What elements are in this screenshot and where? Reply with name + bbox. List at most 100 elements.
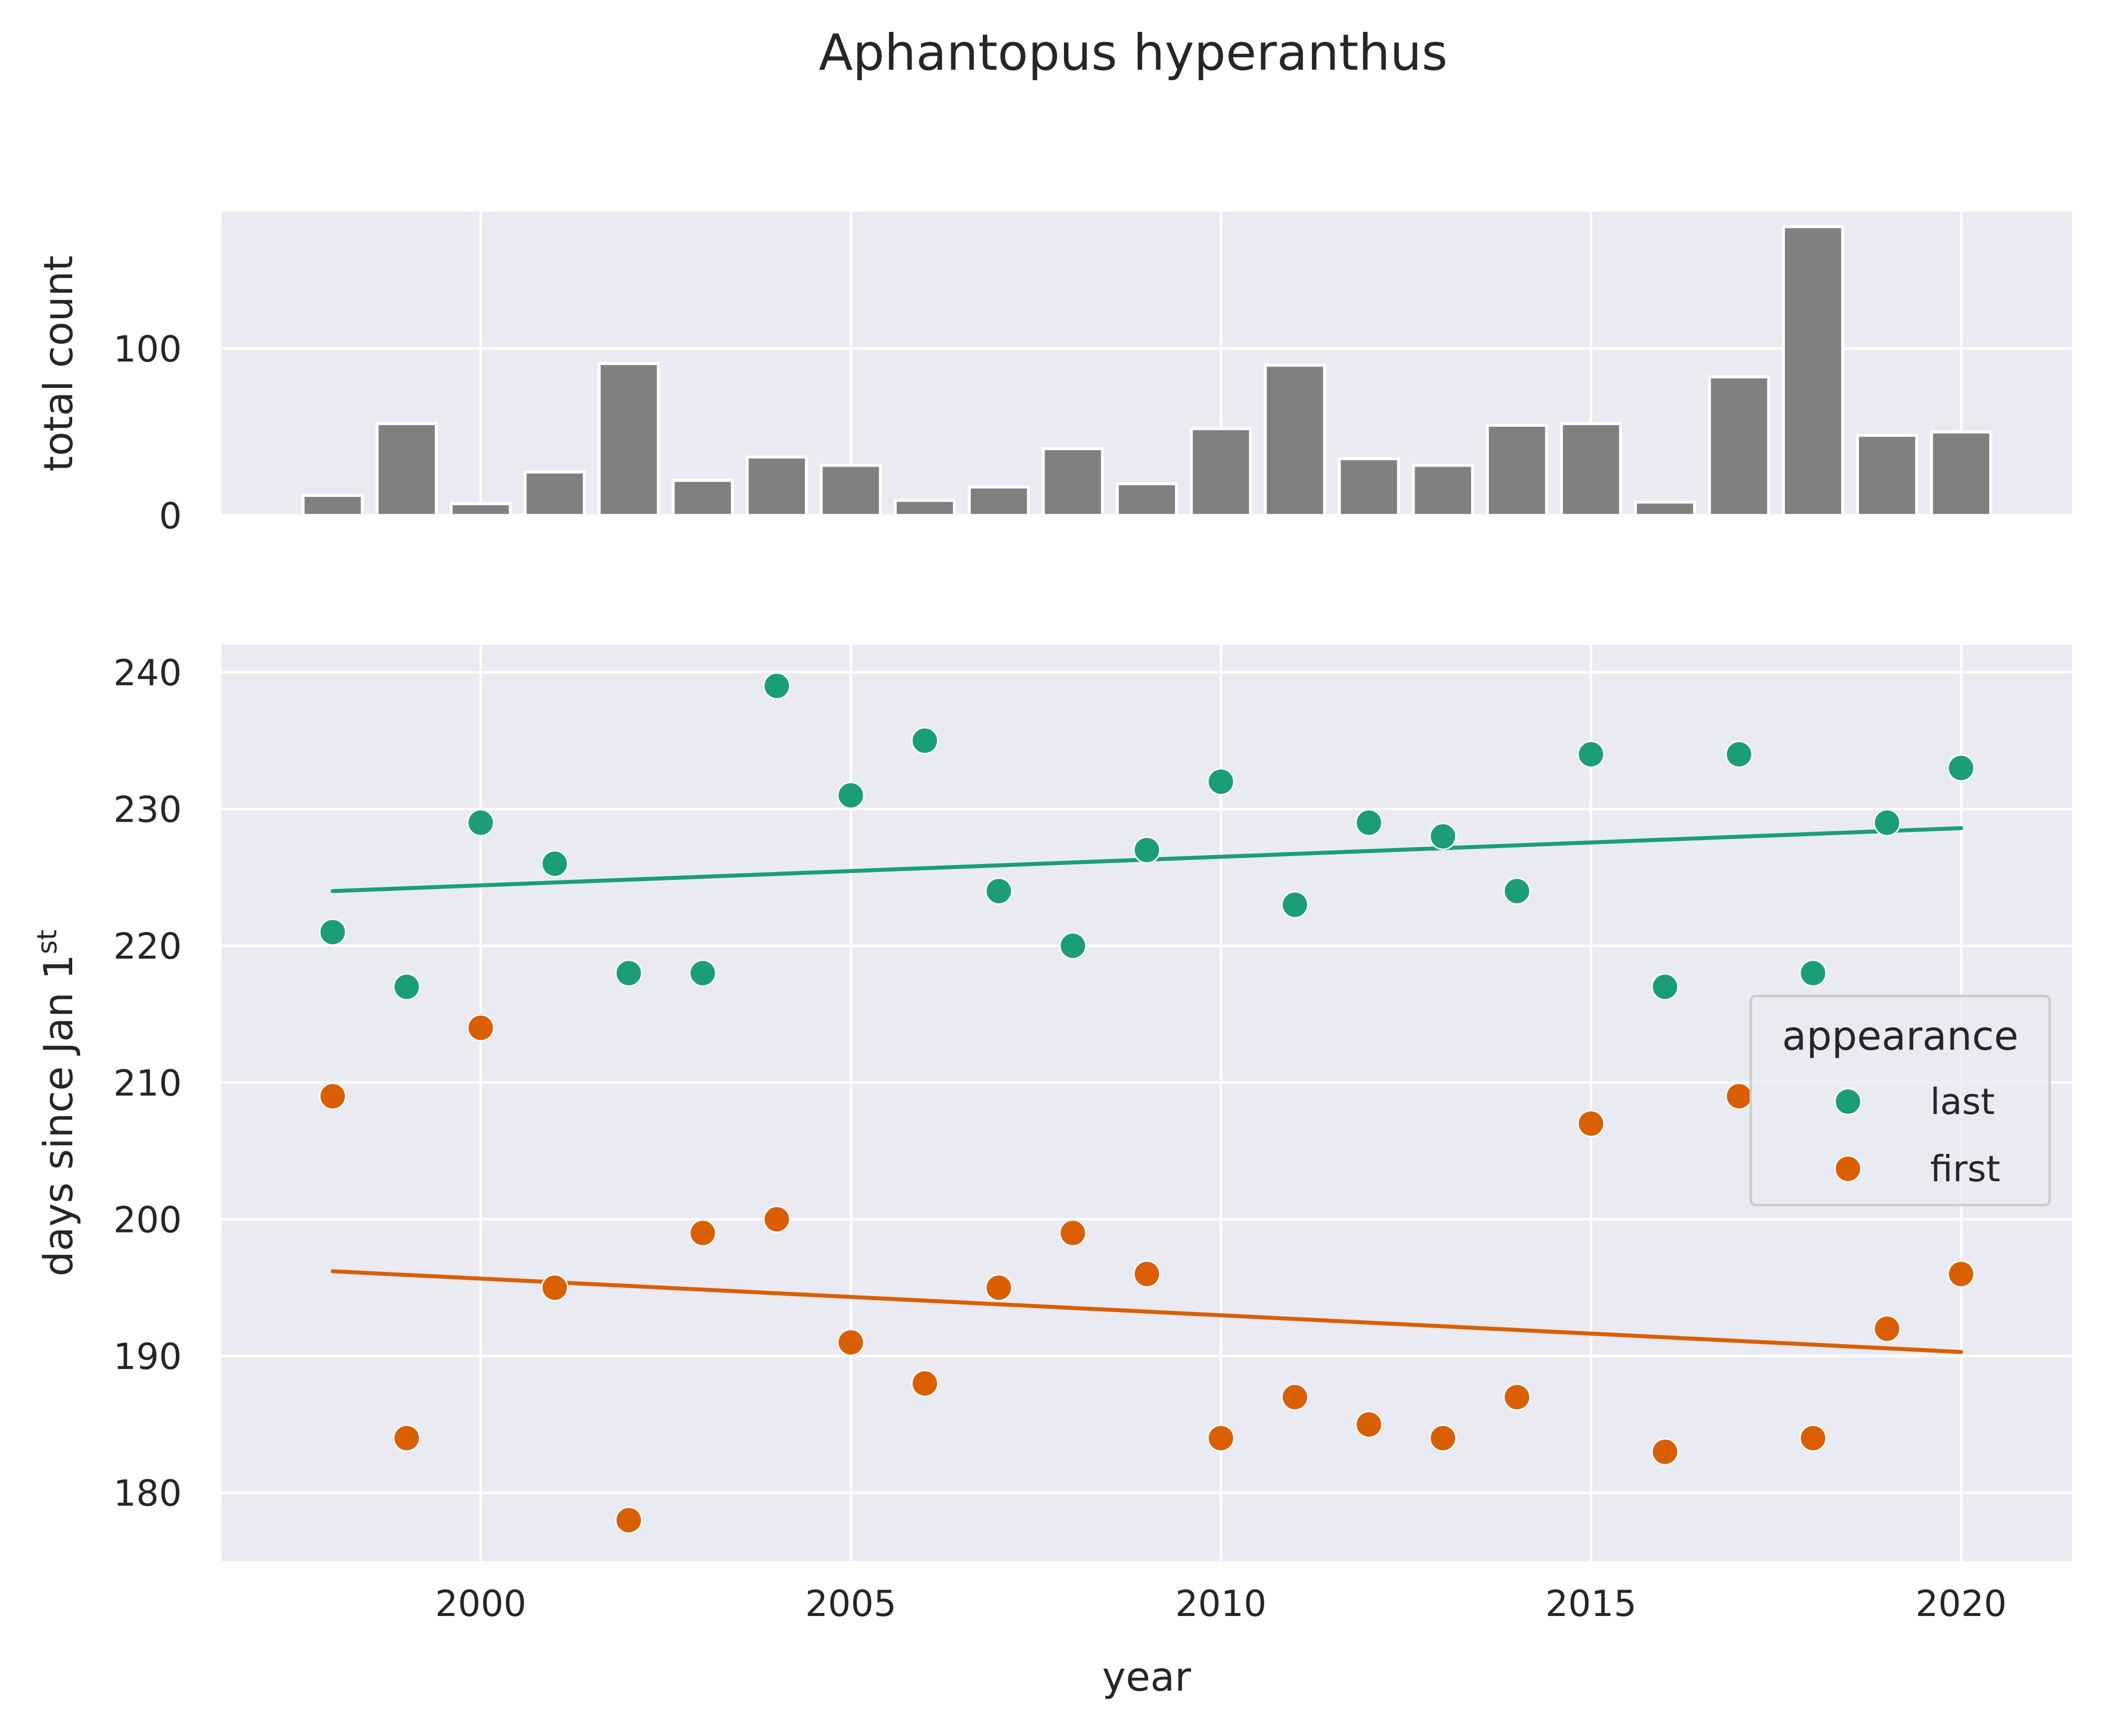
count-bar bbox=[1189, 427, 1252, 517]
figure-title: Aphantopus hyperanthus bbox=[819, 23, 1447, 82]
count-bar bbox=[1707, 375, 1770, 517]
last-point bbox=[541, 850, 569, 877]
last-point bbox=[1503, 877, 1531, 905]
count-bar bbox=[1116, 482, 1178, 517]
count-bar bbox=[1782, 225, 1844, 517]
first-point bbox=[1799, 1424, 1827, 1452]
last-point bbox=[985, 877, 1013, 905]
first-point bbox=[1577, 1110, 1605, 1137]
first-point bbox=[1133, 1260, 1161, 1288]
count-bar bbox=[1486, 424, 1548, 517]
count-bar bbox=[1412, 464, 1474, 517]
first-point bbox=[1873, 1315, 1901, 1343]
legend: appearance last first bbox=[1749, 994, 2051, 1207]
last-point bbox=[1651, 973, 1679, 1001]
bottom-y-tick-label: 220 bbox=[114, 925, 182, 967]
y-axis-label-main: days since Jan 1 bbox=[35, 954, 82, 1276]
first-point bbox=[1947, 1260, 1975, 1288]
count-bar bbox=[1337, 457, 1400, 517]
count-bar bbox=[1930, 430, 1992, 517]
bottom-y-tick-label: 230 bbox=[114, 789, 182, 831]
x-tick-labels: 2000 2005 2010 2015 2020 bbox=[435, 1583, 2006, 1624]
x-tick-label: 2010 bbox=[1175, 1583, 1266, 1624]
x-tick-label: 2000 bbox=[435, 1583, 526, 1624]
bottom-y-tick-label: 210 bbox=[114, 1062, 182, 1104]
count-bar bbox=[301, 494, 364, 517]
last-point bbox=[763, 672, 790, 700]
first-point bbox=[1725, 1082, 1753, 1110]
bottom-y-tick-label: 190 bbox=[114, 1336, 182, 1377]
first-point bbox=[837, 1329, 865, 1357]
count-bar bbox=[1264, 364, 1326, 517]
first-point bbox=[615, 1506, 643, 1534]
first-point bbox=[541, 1274, 569, 1302]
legend-marker-last bbox=[1834, 1088, 1862, 1116]
count-bar bbox=[449, 502, 512, 517]
last-point bbox=[1947, 754, 1975, 782]
last-point bbox=[1799, 959, 1827, 987]
first-point bbox=[689, 1219, 717, 1247]
count-bar bbox=[597, 362, 660, 517]
bottom-y-tick-label: 180 bbox=[114, 1473, 182, 1514]
legend-label-first: first bbox=[1930, 1148, 2000, 1190]
legend-title: appearance bbox=[1782, 1013, 2019, 1059]
first-point bbox=[1651, 1438, 1679, 1466]
first-point bbox=[911, 1369, 939, 1397]
last-point bbox=[1429, 822, 1457, 850]
first-point bbox=[1355, 1410, 1383, 1438]
count-bar bbox=[819, 464, 882, 517]
first-point bbox=[467, 1014, 495, 1042]
last-point bbox=[1207, 768, 1235, 796]
last-point bbox=[1059, 932, 1087, 960]
first-point bbox=[985, 1274, 1013, 1302]
count-bar-panel: 0 100 total count bbox=[35, 212, 2072, 537]
count-bar bbox=[671, 479, 734, 517]
count-bar bbox=[1856, 434, 1918, 517]
last-point bbox=[467, 809, 495, 837]
legend-marker-first bbox=[1834, 1155, 1862, 1183]
x-tick-label: 2020 bbox=[1915, 1583, 2006, 1624]
last-point bbox=[689, 959, 717, 987]
first-point bbox=[1207, 1424, 1235, 1452]
top-y-tick-label: 100 bbox=[114, 328, 182, 370]
last-point bbox=[319, 918, 347, 946]
last-point bbox=[1577, 741, 1605, 768]
x-tick-label: 2005 bbox=[805, 1583, 896, 1624]
last-point bbox=[1281, 891, 1309, 919]
first-point bbox=[1429, 1424, 1457, 1452]
legend-label-last: last bbox=[1930, 1081, 1995, 1122]
bottom-y-tick-labels: 180 190 200 210 220 230 240 bbox=[114, 652, 182, 1514]
legend-items: last first bbox=[1834, 1081, 2000, 1190]
count-bar bbox=[376, 422, 438, 517]
count-bar bbox=[894, 498, 956, 517]
last-point bbox=[393, 973, 420, 1001]
first-point bbox=[1059, 1219, 1087, 1247]
count-bar bbox=[524, 470, 586, 517]
count-bar bbox=[967, 486, 1030, 517]
count-bar bbox=[1560, 422, 1622, 517]
last-point bbox=[837, 781, 865, 809]
top-y-axis-label: total count bbox=[35, 255, 82, 472]
last-point bbox=[1355, 809, 1383, 837]
last-point bbox=[1873, 809, 1901, 837]
top-y-tick-labels: 0 100 bbox=[114, 328, 182, 537]
first-point bbox=[1281, 1383, 1309, 1411]
x-tick-label: 2015 bbox=[1545, 1583, 1636, 1624]
x-axis-label: year bbox=[1102, 1654, 1191, 1700]
count-bar bbox=[746, 455, 808, 517]
scatter-points bbox=[319, 672, 1975, 1534]
y-axis-label-superscript: st bbox=[31, 930, 63, 954]
count-bars bbox=[301, 225, 1992, 517]
bottom-y-tick-label: 200 bbox=[114, 1199, 182, 1240]
last-point bbox=[911, 727, 939, 754]
top-y-tick-label: 0 bbox=[159, 495, 182, 537]
first-point bbox=[319, 1082, 347, 1110]
first-point bbox=[763, 1205, 790, 1233]
count-bar bbox=[1634, 500, 1697, 517]
first-trend-line bbox=[330, 1269, 1964, 1354]
first-point bbox=[393, 1424, 420, 1452]
legend-frame bbox=[1749, 994, 2051, 1207]
last-point bbox=[615, 959, 643, 987]
